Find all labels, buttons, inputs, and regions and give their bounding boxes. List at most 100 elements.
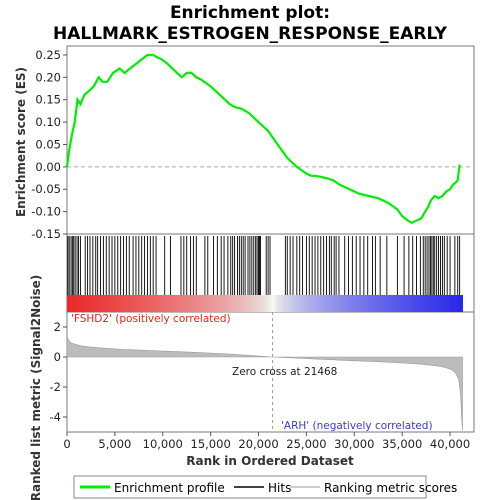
legend-ranking-label: Ranking metric scores [324, 481, 457, 495]
rank-strip-segment [254, 295, 259, 312]
chart-title-line1: Enrichment plot: [170, 3, 330, 23]
rank-strip-segment [139, 295, 144, 312]
rank-strip-segment [432, 295, 437, 312]
rank-strip-segment [215, 295, 220, 312]
es-y-tick-label: 0.25 [35, 48, 61, 62]
rank-strip-segment [324, 295, 328, 312]
es-y-axis-label: Enrichment score (ES) [14, 67, 28, 217]
rank-strip-segment [353, 295, 358, 312]
rank-strip-segment [231, 295, 236, 312]
rank-strip-segment [455, 295, 460, 312]
rank-strip-segment [198, 295, 203, 312]
rank-strip-segment [179, 295, 183, 312]
rank-strip-segment [195, 295, 200, 312]
rank-strip-segment [109, 295, 114, 312]
es-curve-group [65, 53, 461, 225]
rank-strip-segment [439, 295, 444, 312]
rank-strip-segment [205, 295, 210, 312]
rank-strip-segment [228, 295, 233, 312]
rank-panel-frame [66, 311, 475, 433]
rank-strip-segment [442, 295, 447, 312]
rank-strip-segment [162, 295, 167, 312]
rank-strip-segment [389, 295, 394, 312]
rank-strip-segment [83, 295, 88, 312]
rank-strip-segment [399, 295, 404, 312]
rank-strip-segment [188, 295, 193, 312]
rank-y-ticks: 2 0 -2 -4 [50, 320, 67, 424]
rank-strip-segment [330, 295, 335, 312]
rank-strip-segment [281, 295, 286, 312]
es-y-tick-label: -0.10 [31, 205, 61, 219]
rank-strip-segment [80, 295, 84, 312]
es-y-tick-label: 0.00 [35, 160, 61, 174]
rank-strip-segment [119, 295, 124, 312]
rank-y-axis-label: Ranked list metric (Signal2Noise) [29, 275, 43, 500]
rank-strip-segment [172, 295, 177, 312]
rank-strip-segment [155, 295, 160, 312]
rank-strip-segment [277, 295, 282, 312]
rank-strip-segment [383, 295, 388, 312]
rank-strip-segment [123, 295, 127, 312]
rank-strip-segment [93, 295, 98, 312]
x-axis-ticks: 0 5,000 10,000 15,000 20,000 25,000 30,000 35,0… [63, 432, 470, 451]
rank-strip-segment [235, 295, 239, 312]
rank-strip-segment [333, 295, 338, 312]
rank-strip-segment [248, 295, 253, 312]
rank-strip-segment [251, 295, 256, 312]
es-y-tick-label: -0.05 [31, 182, 61, 196]
rank-strip-segment [310, 295, 315, 312]
rank-strip-segment [208, 295, 213, 312]
rank-strip-segment [396, 295, 401, 312]
rank-strip-segment [241, 295, 246, 312]
rank-strip-segment [106, 295, 111, 312]
rank-strip-segment [116, 295, 121, 312]
es-y-tick-label: 0.15 [35, 93, 61, 107]
rank-strip-segment [159, 295, 164, 312]
rank-strip-segment [67, 295, 71, 312]
x-tick-label: 10,000 [143, 437, 183, 451]
rank-strip-segment [185, 295, 190, 312]
rank-strip-segment [393, 295, 398, 312]
rank-strip-segment [291, 295, 295, 312]
rank-strip-segment [165, 295, 170, 312]
rank-strip-segment [327, 295, 332, 312]
rank-strip-segment [113, 295, 117, 312]
rank-strip-segment [317, 295, 322, 312]
legend-enrichment-label: Enrichment profile [114, 481, 225, 495]
x-tick-label: 20,000 [238, 437, 278, 451]
ranking-metric-area [66, 334, 463, 431]
rank-strip-segment [337, 295, 342, 312]
x-tick-label: 30,000 [334, 437, 374, 451]
es-panel-frame [66, 45, 475, 235]
rank-strip-segment [225, 295, 229, 312]
rank-strip-segment [426, 295, 431, 312]
rank-strip-segment [416, 295, 421, 312]
es-y-tick-label: 0.10 [35, 115, 61, 129]
rank-strip-segment [380, 295, 384, 312]
rank-y-tick-label: 2 [54, 320, 61, 334]
rank-strip-segment [449, 295, 454, 312]
rank-strip-segment [373, 295, 378, 312]
rank-strip-segment [436, 295, 440, 312]
rank-strip-segment [142, 295, 147, 312]
rank-strip-segment [413, 295, 417, 312]
rank-strip-segment [70, 295, 75, 312]
rank-strip-segment [126, 295, 131, 312]
rank-strip-segment [294, 295, 299, 312]
x-axis-label: Rank in Ordered Dataset [186, 454, 354, 468]
x-tick-label: 5,000 [98, 437, 131, 451]
es-y-tick-label: -0.15 [31, 227, 61, 241]
rank-strip-segment [274, 295, 279, 312]
rank-strip-segment [73, 295, 78, 312]
legend-hits-label: Hits [268, 481, 291, 495]
rank-strip-segment [86, 295, 91, 312]
rank-strip-segment [90, 295, 94, 312]
es-y-tick-label: 0.05 [35, 137, 61, 151]
rank-strip-segment [202, 295, 206, 312]
rank-strip-segment [244, 295, 249, 312]
rank-strip-segment [406, 295, 411, 312]
rank-strip-segment [360, 295, 365, 312]
chart-title-line2: HALLMARK_ESTROGEN_RESPONSE_EARLY [53, 24, 448, 44]
rank-y-tick-label: 0 [54, 350, 61, 364]
